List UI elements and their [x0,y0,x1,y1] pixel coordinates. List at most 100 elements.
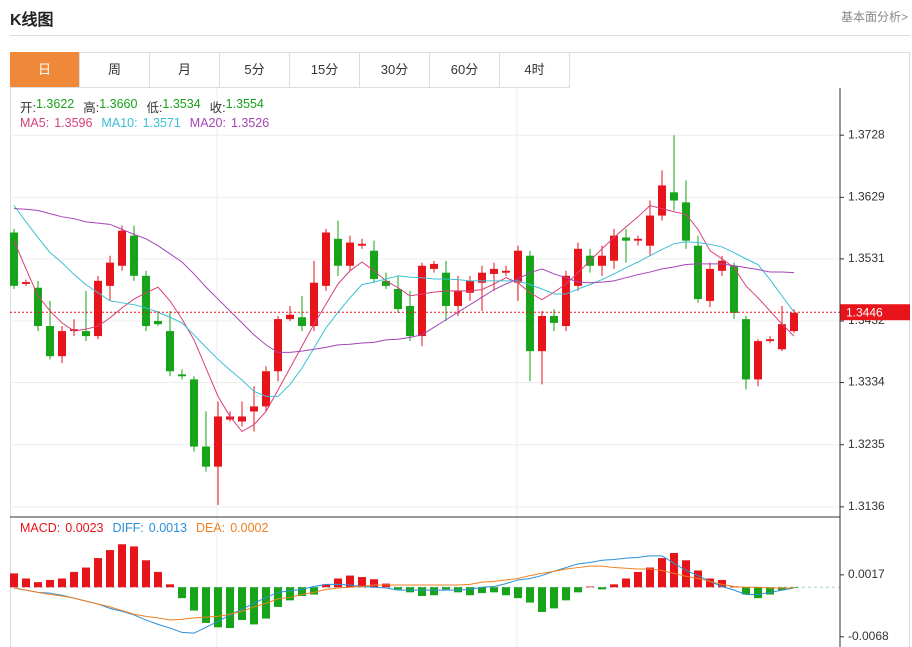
y-tick-label: 1.3531 [848,251,885,265]
macd-bar [766,587,774,595]
ma-line [13,208,795,353]
macd-bar [646,567,654,588]
candle-body [454,290,462,306]
candle-body [478,272,486,283]
macd-bar [58,578,66,588]
macd-bar [10,573,18,588]
macd-bar [370,579,378,588]
macd-bar [130,546,138,588]
macd-bar [82,567,90,588]
legend-value: 1.3596 [54,116,93,130]
legend-name: MA20: [189,116,226,130]
candle-body [10,232,18,286]
candle-body [790,312,798,332]
legend-name: DIFF: [112,521,144,535]
candle-body [358,243,366,246]
candle-body [658,185,666,216]
legend-value: 1.3571 [142,116,181,130]
info-value: 1.3554 [225,97,264,111]
macd-line [13,555,795,634]
last-price-box [840,304,910,321]
macd-bar [466,587,474,596]
candle-body [130,235,138,276]
period-tab[interactable]: 15分 [290,52,360,88]
candle-body [82,331,90,337]
y-tick-label: 1.3629 [848,190,885,204]
macd-bar [418,587,426,596]
info-value: 1.3622 [35,97,75,111]
candle-body [418,265,426,337]
candle-body [142,275,150,327]
candle-body [298,317,306,327]
candle-body [538,315,546,352]
macd-bar [46,579,54,588]
candle-body [670,192,678,201]
period-tab[interactable]: 30分 [360,52,430,88]
candle-body [610,235,618,261]
macd-bar [598,587,606,590]
candle-body [574,248,582,286]
macd-bar [502,587,510,596]
info-label: 收: [209,101,226,115]
macd-bar [778,587,786,591]
candle-body [214,416,222,467]
candle-body [322,232,330,286]
info-value: 1.3534 [162,97,201,111]
macd-bar [550,587,558,609]
candle-body [430,263,438,269]
candle-body [754,341,762,380]
candle-body [22,282,30,284]
macd-bar [154,571,162,588]
candle-body [262,371,270,407]
macd-bar [238,587,246,621]
period-tab[interactable]: 周 [80,52,150,88]
macd-bar [34,582,42,588]
candle-body [394,289,402,310]
candle-body [406,305,414,337]
period-tab[interactable]: 日 [10,52,80,88]
macd-bar [118,544,126,588]
candle-body [334,238,342,266]
chart-frame [10,52,910,647]
macd-bar [658,558,666,588]
candle-body [514,250,522,283]
period-tab[interactable]: 5分 [220,52,290,88]
candle-body [238,416,246,422]
candle-body [370,250,378,279]
candle-body [730,265,738,313]
y-tick-label: 0.0017 [848,567,885,581]
candle-body [622,237,630,241]
candle-body [286,314,294,320]
y-tick-label: 1.3136 [848,499,885,513]
macd-bar [334,578,342,588]
candle-body [526,255,534,352]
y-tick-label: 1.3334 [848,375,885,389]
macd-bar [178,587,186,599]
macd-bar [190,587,198,611]
info-label: 低: [146,101,163,115]
candle-body [166,331,174,372]
legend-name: DEA: [196,521,226,535]
macd-bar [610,584,618,588]
macd-bar [634,571,642,588]
candle-body [634,238,642,241]
y-tick-label: 1.3235 [848,437,885,451]
macd-bar [742,587,750,595]
period-tab[interactable]: 月 [150,52,220,88]
candle-body [646,215,654,246]
macd-bar [718,579,726,588]
candle-body [274,319,282,372]
legend-value: 0.0002 [230,521,269,535]
ma-legend: MA5: 1.3596 MA10: 1.3571 MA20: 1.3526 [20,116,278,130]
period-tab[interactable]: 60分 [430,52,500,88]
candle-body [106,262,114,286]
legend-name: MA10: [101,116,138,130]
period-tab[interactable]: 4时 [500,52,570,88]
legend-value: 1.3526 [230,116,270,130]
fundamental-link[interactable]: 基本面分析> [840,10,908,24]
candle-body [682,202,690,241]
macd-bar [622,578,630,588]
period-tabs: 日周月 5分 15分 30分 60分 4时 [10,52,570,88]
candle-body [742,319,750,380]
candle-body [34,287,42,327]
